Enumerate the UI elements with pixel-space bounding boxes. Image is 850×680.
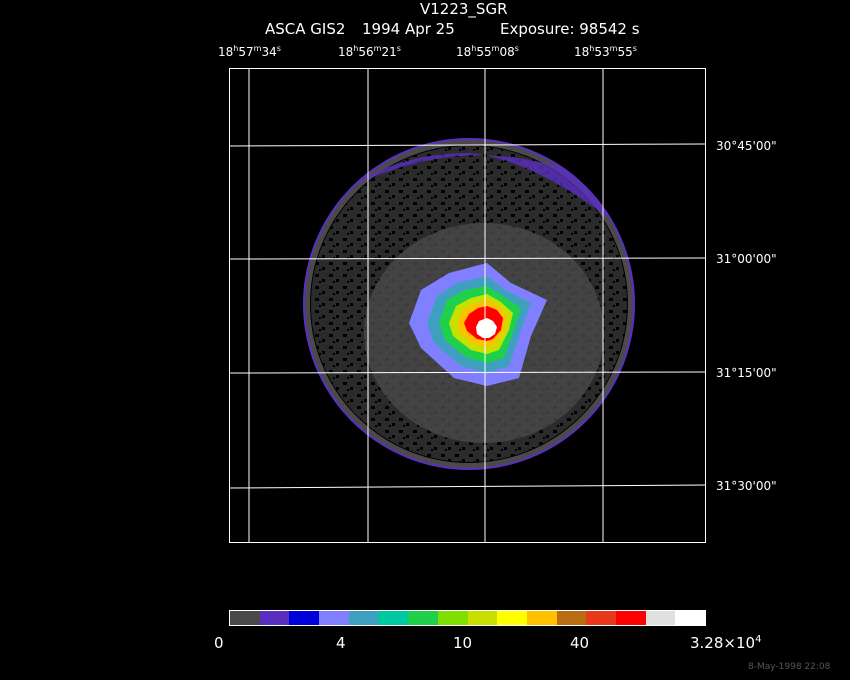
colorbar-swatch — [437, 611, 468, 625]
colorbar — [229, 610, 706, 626]
colorbar-swatch — [289, 611, 320, 625]
colorbar-swatch — [645, 611, 676, 625]
plot-frame — [229, 68, 706, 543]
colorbar-swatch — [230, 611, 260, 625]
colorbar-swatch — [408, 611, 438, 625]
colorbar-swatch — [259, 611, 290, 625]
ra-tick-label: 18h53m55s — [574, 44, 637, 59]
source — [409, 263, 547, 386]
dec-tick-label: 31°30'00" — [716, 479, 777, 493]
colorbar-swatch — [467, 611, 498, 625]
object-title: V1223_SGR — [420, 0, 508, 18]
instrument-label: ASCA GIS2 — [265, 20, 346, 38]
colorbar-swatch — [526, 611, 557, 625]
colorbar-swatch — [319, 611, 349, 625]
fov-edge — [303, 138, 635, 470]
exposure-label: Exposure: 98542 s — [500, 20, 640, 38]
colorbar-max-label: 3.28×104 — [690, 634, 762, 652]
colorbar-swatch — [675, 611, 705, 625]
colorbar-swatch — [556, 611, 587, 625]
ra-tick-label: 18h55m08s — [456, 44, 519, 59]
dec-tick-label: 31°15'00" — [716, 366, 777, 380]
dec-tick-label: 31°00'00" — [716, 252, 777, 266]
colorbar-swatch — [497, 611, 527, 625]
colorbar-swatch — [586, 611, 616, 625]
colorbar-label: 0 — [214, 634, 224, 652]
colorbar-label: 4 — [336, 634, 346, 652]
observation-date: 1994 Apr 25 — [362, 20, 455, 38]
timestamp: 8-May-1998 22:08 — [748, 662, 831, 672]
colorbar-swatch — [615, 611, 646, 625]
coordinate-grid — [229, 68, 706, 543]
colorbar-label: 40 — [570, 634, 590, 652]
colorbar-label: 10 — [453, 634, 473, 652]
colorbar-swatch — [348, 611, 379, 625]
ra-tick-label: 18h56m21s — [338, 44, 401, 59]
dec-tick-label: 30°45'00" — [716, 139, 777, 153]
xray-sky-image — [229, 68, 706, 543]
ra-tick-label: 18h57m34s — [218, 44, 281, 59]
colorbar-swatch — [378, 611, 409, 625]
